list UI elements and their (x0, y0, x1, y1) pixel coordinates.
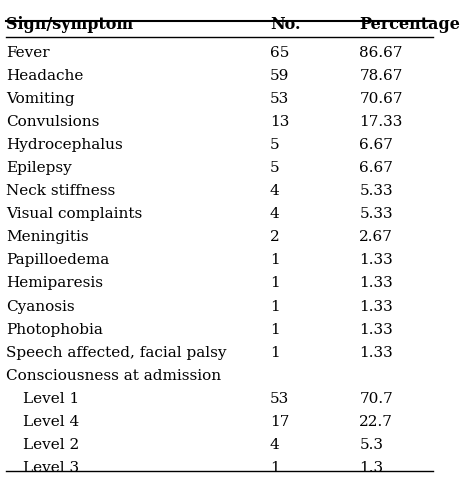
Text: 4: 4 (270, 438, 280, 452)
Text: Sign/symptom: Sign/symptom (6, 16, 133, 34)
Text: 1: 1 (270, 323, 280, 337)
Text: 5: 5 (270, 138, 280, 152)
Text: 53: 53 (270, 392, 289, 406)
Text: 1.33: 1.33 (359, 346, 393, 360)
Text: Neck stiffness: Neck stiffness (6, 184, 115, 198)
Text: No.: No. (270, 16, 301, 34)
Text: 70.7: 70.7 (359, 392, 393, 406)
Text: 1: 1 (270, 276, 280, 290)
Text: 1.33: 1.33 (359, 323, 393, 337)
Text: Level 1: Level 1 (23, 392, 80, 406)
Text: Hemiparesis: Hemiparesis (6, 276, 103, 290)
Text: 5.3: 5.3 (359, 438, 383, 452)
Text: 4: 4 (270, 207, 280, 221)
Text: Photophobia: Photophobia (6, 323, 103, 337)
Text: 5: 5 (270, 161, 280, 175)
Text: Consciousness at admission: Consciousness at admission (6, 369, 221, 383)
Text: 17.33: 17.33 (359, 115, 403, 129)
Text: 6.67: 6.67 (359, 161, 393, 175)
Text: 5.33: 5.33 (359, 184, 393, 198)
Text: 59: 59 (270, 69, 289, 83)
Text: 1.3: 1.3 (359, 461, 383, 475)
Text: Papilloedema: Papilloedema (6, 253, 109, 267)
Text: Meningitis: Meningitis (6, 230, 88, 244)
Text: 4: 4 (270, 184, 280, 198)
Text: 53: 53 (270, 92, 289, 106)
Text: 78.67: 78.67 (359, 69, 403, 83)
Text: 2: 2 (270, 230, 280, 244)
Text: 1.33: 1.33 (359, 276, 393, 290)
Text: 1: 1 (270, 346, 280, 360)
Text: Cyanosis: Cyanosis (6, 299, 74, 314)
Text: Convulsions: Convulsions (6, 115, 99, 129)
Text: 65: 65 (270, 46, 289, 60)
Text: 86.67: 86.67 (359, 46, 403, 60)
Text: 1: 1 (270, 253, 280, 267)
Text: Level 4: Level 4 (23, 415, 80, 429)
Text: 6.67: 6.67 (359, 138, 393, 152)
Text: 2.67: 2.67 (359, 230, 393, 244)
Text: 1: 1 (270, 299, 280, 314)
Text: Fever: Fever (6, 46, 49, 60)
Text: 1.33: 1.33 (359, 253, 393, 267)
Text: 1: 1 (270, 461, 280, 475)
Text: Epilepsy: Epilepsy (6, 161, 72, 175)
Text: 22.7: 22.7 (359, 415, 393, 429)
Text: Level 3: Level 3 (23, 461, 79, 475)
Text: Level 2: Level 2 (23, 438, 80, 452)
Text: Visual complaints: Visual complaints (6, 207, 142, 221)
Text: 1.33: 1.33 (359, 299, 393, 314)
Text: 70.67: 70.67 (359, 92, 403, 106)
Text: 17: 17 (270, 415, 289, 429)
Text: 5.33: 5.33 (359, 207, 393, 221)
Text: Hydrocephalus: Hydrocephalus (6, 138, 122, 152)
Text: 13: 13 (270, 115, 289, 129)
Text: Headache: Headache (6, 69, 83, 83)
Text: Vomiting: Vomiting (6, 92, 74, 106)
Text: Speech affected, facial palsy: Speech affected, facial palsy (6, 346, 226, 360)
Text: Percentage: Percentage (359, 16, 460, 34)
